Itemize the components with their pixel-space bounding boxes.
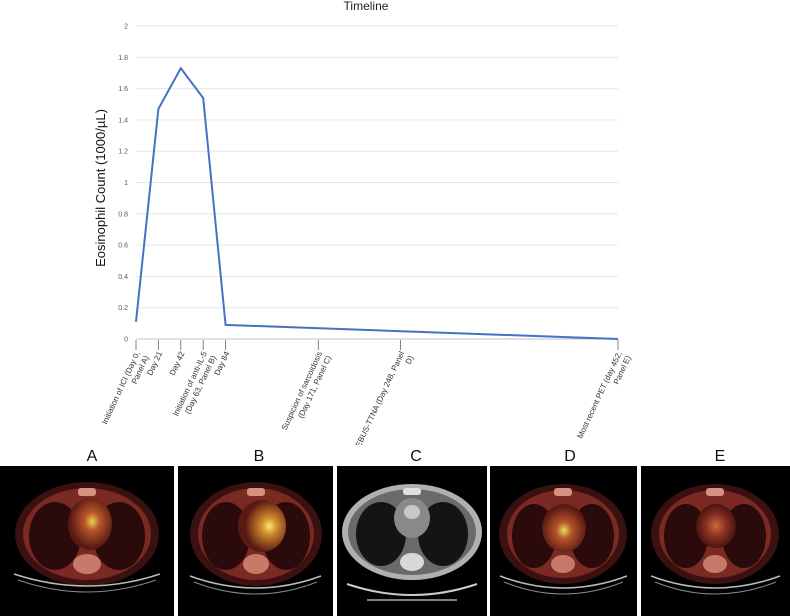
y-tick-label: 0.6	[118, 243, 128, 250]
y-tick-label: 1	[124, 180, 128, 187]
panel-label-e: E	[714, 448, 726, 465]
svg-text:EBUS-TTNA (Day 248, PanelD): EBUS-TTNA (Day 248, PanelD)	[354, 350, 416, 445]
y-tick-label: 0.4	[118, 274, 128, 281]
pet-ct-scan-d	[490, 466, 637, 616]
x-tick-label: EBUS-TTNA (Day 248, PanelD)	[354, 350, 416, 445]
y-tick-label: 1.4	[118, 117, 128, 124]
svg-text:Suspicion of sarcoidosis(Day 1: Suspicion of sarcoidosis(Day 171, Panel …	[280, 350, 334, 436]
chart-title: Timeline	[344, 0, 389, 13]
series-group	[135, 66, 619, 340]
svg-text:Initiation of ICI (Day 0,Panel: Initiation of ICI (Day 0,Panel A)	[100, 350, 151, 430]
y-tick-label: 1.6	[118, 86, 128, 93]
y-tick-labels: 0 0.2 0.4 0.6 0.8 1 1.2 1.4 1.6 1.8 2	[118, 24, 128, 344]
pet-ct-scan-a	[0, 466, 174, 616]
panel-label-d: D	[564, 448, 576, 465]
svg-text:Most recent PET (day 452,Panel: Most recent PET (day 452,Panel E)	[576, 350, 634, 444]
pet-ct-scan-b	[178, 466, 333, 616]
y-tick-label: 1.2	[118, 149, 128, 156]
panel-label-a: A	[86, 448, 98, 465]
x-axis: Initiation of ICI (Day 0,Panel A)Day 21 D…	[100, 338, 634, 445]
y-tick-label: 1.8	[118, 55, 128, 62]
panel-label-b: B	[253, 448, 265, 465]
x-tick-label: Day 42	[168, 350, 187, 377]
y-axis-label: Eosinophil Count (1000/µL)	[93, 109, 108, 267]
series-line	[135, 66, 619, 340]
eosinophil-timeline-chart: Timeline Eosinophil Count (1000/µL) 0 0.2…	[93, 0, 634, 445]
svg-text:Day 42: Day 42	[168, 350, 187, 377]
x-tick-label: Most recent PET (day 452,Panel E)	[576, 350, 634, 444]
y-tick-label: 0.2	[118, 305, 128, 312]
y-tick-label: 2	[124, 24, 128, 31]
y-tick-label: 0	[124, 337, 128, 344]
ct-scan-c	[337, 466, 487, 616]
x-tick-label: Suspicion of sarcoidosis(Day 171, Panel …	[280, 350, 334, 436]
y-tick-label: 0.8	[118, 211, 128, 218]
panel-label-c: C	[410, 448, 422, 465]
pet-ct-scan-e	[641, 466, 790, 616]
gridlines	[136, 25, 618, 309]
x-tick-label: Initiation of ICI (Day 0,Panel A)	[100, 350, 151, 430]
